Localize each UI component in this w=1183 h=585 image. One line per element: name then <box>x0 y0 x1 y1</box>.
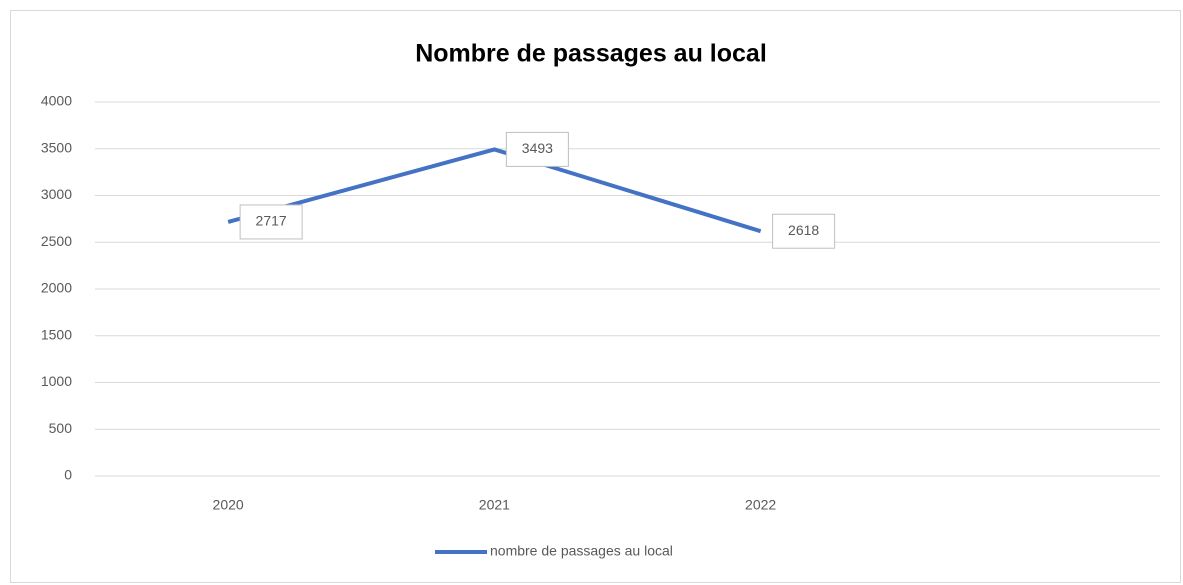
y-tick-label: 1000 <box>41 373 72 389</box>
x-tick-label: 2020 <box>213 497 244 513</box>
y-tick-label: 3000 <box>41 186 72 202</box>
y-tick-label: 4000 <box>41 93 72 109</box>
y-tick-label: 3500 <box>41 139 72 155</box>
chart-title: Nombre de passages au local <box>415 40 767 68</box>
data-label-box <box>772 213 836 249</box>
data-label: 2717 <box>256 213 287 229</box>
y-tick-label: 2000 <box>41 280 72 296</box>
y-tick-label: 0 <box>64 467 72 483</box>
data-label: 3493 <box>522 140 553 156</box>
data-label-box <box>505 131 569 167</box>
line-series <box>227 147 762 234</box>
data-label: 2618 <box>788 222 819 238</box>
legend-label: nombre de passages au local <box>490 543 673 559</box>
x-tick-label: 2022 <box>745 497 776 513</box>
data-label-box <box>239 204 303 240</box>
y-tick-label: 500 <box>49 420 73 436</box>
x-tick-label: 2021 <box>479 497 510 513</box>
chart-border <box>10 10 1181 583</box>
y-tick-label: 1500 <box>41 326 72 342</box>
y-tick-label: 2500 <box>41 233 72 249</box>
